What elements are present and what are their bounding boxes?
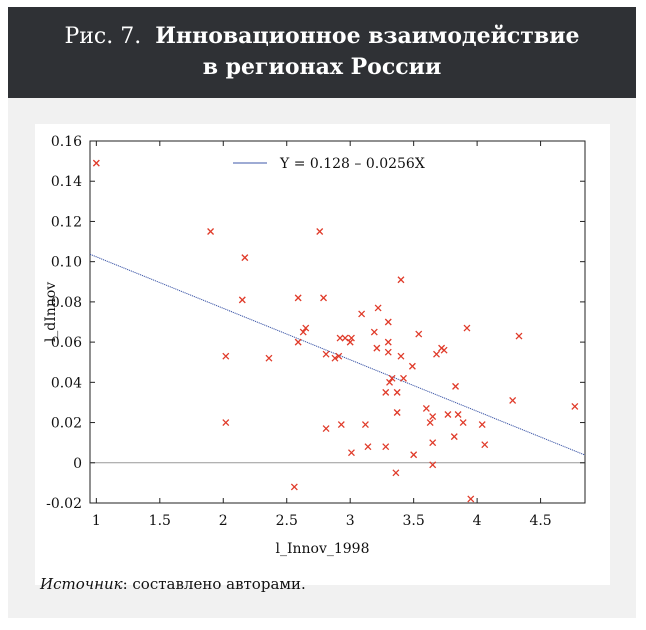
x-tick-label: 3.5: [403, 513, 425, 529]
y-tick-label: 0.08: [51, 295, 82, 311]
x-tick-label: 4: [473, 513, 482, 529]
data-point: [433, 350, 440, 358]
data-point: [397, 276, 405, 284]
data-point: [384, 338, 392, 346]
figure-header: Рис. 7. Инновационное взаимодействие в р…: [8, 7, 636, 98]
data-point: [384, 318, 392, 326]
data-point: [444, 411, 452, 418]
data-point: [302, 324, 310, 332]
y-tick-label: 0: [73, 456, 82, 472]
source-text: : составлено авторами.: [122, 575, 306, 593]
data-point: [571, 403, 579, 410]
data-point: [331, 354, 339, 362]
data-point: [322, 425, 330, 433]
figure-title-line1: Инновационное взаимодействие: [155, 23, 580, 49]
data-point: [481, 441, 489, 449]
x-tick-label: 1: [92, 513, 101, 529]
data-point: [393, 409, 401, 416]
data-point: [450, 433, 458, 441]
y-tick-label: 0.12: [51, 214, 82, 230]
data-point: [364, 443, 372, 451]
data-point: [408, 362, 416, 370]
data-point: [337, 421, 345, 429]
data-point: [358, 310, 366, 318]
x-tick-label: 4.5: [529, 513, 551, 529]
x-tick-label: 3: [346, 513, 355, 529]
data-point: [241, 254, 249, 262]
y-tick-label: 0.10: [51, 255, 82, 271]
data-point: [393, 388, 401, 396]
y-tick-label: -0.02: [46, 496, 82, 512]
x-tick-label: 1.5: [149, 513, 171, 529]
data-point: [388, 374, 396, 382]
data-point: [459, 419, 467, 427]
data-point: [426, 419, 434, 427]
data-point: [515, 332, 523, 340]
data-point: [336, 334, 344, 342]
legend-label: Y = 0.128 – 0.0256X: [279, 156, 425, 172]
data-point: [238, 296, 246, 304]
data-point: [415, 330, 423, 338]
data-point: [335, 352, 343, 360]
data-point: [374, 304, 382, 312]
y-axis-label: l_dInnov: [43, 282, 59, 342]
y-tick-label: 0.06: [51, 335, 82, 351]
data-point: [397, 352, 405, 360]
source-note: Источник: составлено авторами.: [40, 575, 306, 593]
data-point: [509, 396, 517, 404]
data-point: [348, 334, 355, 342]
figure-title-line2: в регионах России: [202, 54, 442, 80]
data-point: [382, 443, 390, 451]
data-point: [429, 461, 437, 469]
data-point: [294, 294, 302, 302]
data-point: [452, 382, 459, 390]
y-tick-label: 0.14: [51, 174, 82, 190]
data-point: [322, 350, 330, 358]
x-tick-label: 2.5: [276, 513, 298, 529]
data-point: [440, 346, 448, 354]
chart-panel: -0.02 0 0.02 0.04 0.06 0.08 0.10 0.12 0.14 0.16 1 1…: [35, 124, 610, 585]
data-point: [222, 352, 230, 360]
figure-label: Рис. 7.: [64, 24, 142, 49]
data-point: [290, 483, 298, 491]
data-point: [429, 413, 437, 420]
data-point: [384, 348, 392, 356]
source-label: Источник: [40, 575, 123, 593]
data-point: [294, 338, 302, 346]
data-point: [222, 419, 230, 427]
y-tick-label: 0.02: [51, 416, 82, 432]
data-point: [316, 228, 324, 235]
x-tick-label: 2: [219, 513, 228, 529]
data-point: [207, 228, 215, 235]
data-point: [454, 411, 462, 418]
data-point: [346, 338, 354, 346]
plot-frame: [89, 140, 586, 504]
data-point: [400, 374, 407, 382]
data-point: [370, 328, 378, 336]
data-point: [265, 354, 273, 362]
data-point: [422, 405, 430, 412]
data-point: [467, 495, 475, 503]
data-point: [392, 469, 400, 477]
data-point: [341, 334, 349, 342]
y-tick-label: 0.16: [51, 134, 82, 150]
x-axis-label: l_Innov_1998: [275, 541, 369, 557]
data-point: [299, 328, 307, 336]
data-point: [373, 344, 381, 352]
scatter-chart: -0.02 0 0.02 0.04 0.06 0.08 0.10 0.12 0.14 0.16 1 1…: [43, 134, 586, 557]
figure-frame: Рис. 7. Инновационное взаимодействие в р…: [8, 7, 636, 618]
data-point: [429, 439, 437, 447]
data-point: [320, 294, 327, 302]
data-point: [410, 451, 418, 459]
data-point: [386, 378, 393, 386]
data-point: [478, 421, 486, 429]
data-point: [361, 421, 369, 429]
y-tick-label: 0.04: [51, 375, 82, 391]
data-point: [92, 159, 100, 167]
data-point: [348, 449, 355, 457]
data-point: [382, 388, 390, 396]
figure-title: Рис. 7. Инновационное взаимодействие в р…: [8, 21, 636, 83]
data-point: [463, 324, 471, 332]
